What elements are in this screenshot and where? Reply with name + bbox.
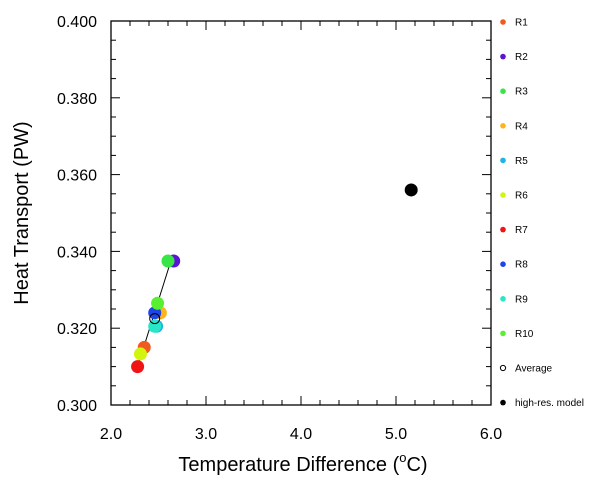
- legend-marker: [500, 226, 506, 233]
- legend-marker: [500, 399, 506, 406]
- y-tick-label: 0.360: [57, 168, 97, 185]
- data-point-r9: [148, 319, 162, 333]
- legend-label: high-res. model: [515, 398, 584, 409]
- x-tick-label: 5.0: [385, 426, 407, 443]
- legend-marker: [500, 157, 506, 164]
- legend-marker: [500, 53, 506, 60]
- legend-marker: [500, 88, 506, 94]
- y-tick-label: 0.300: [57, 398, 97, 415]
- x-axis-title: Temperature Difference (oC): [178, 450, 427, 476]
- data-point-r3: [161, 254, 175, 268]
- legend-marker: [499, 364, 507, 372]
- x-tick-label: 3.0: [195, 426, 217, 443]
- plot-frame: [110, 20, 492, 406]
- legend-label: R5: [515, 156, 528, 167]
- legend-label: R4: [515, 121, 528, 132]
- legend-label: R9: [515, 294, 528, 305]
- legend-marker: [500, 192, 506, 198]
- data-point-r10: [151, 296, 165, 310]
- data-point-r7: [131, 360, 145, 374]
- legend-marker: [500, 19, 506, 25]
- data-point-average: [149, 313, 161, 325]
- legend-marker: [500, 330, 506, 337]
- legend-label: R2: [515, 52, 528, 63]
- legend-label: Average: [515, 364, 553, 375]
- legend-label: R8: [515, 260, 528, 271]
- legend-marker: [500, 261, 506, 268]
- x-tick-label: 6.0: [480, 426, 502, 443]
- legend-marker: [500, 123, 506, 129]
- y-tick-label: 0.380: [57, 91, 97, 108]
- legend-marker: [500, 296, 506, 302]
- legend-label: R3: [515, 87, 528, 98]
- legend-label: R6: [515, 191, 528, 202]
- y-tick-label: 0.340: [57, 244, 97, 261]
- y-tick-label: 0.320: [57, 321, 97, 338]
- legend-label: R1: [515, 18, 528, 29]
- y-axis-title: Heat Transport (PW): [11, 121, 33, 304]
- x-tick-label: 4.0: [290, 426, 312, 443]
- legend-label: R7: [515, 225, 528, 236]
- y-tick-label: 0.400: [57, 14, 97, 31]
- legend-label: R10: [515, 329, 534, 340]
- data-point-high-res-model: [404, 183, 418, 197]
- x-tick-label: 2.0: [100, 426, 122, 443]
- data-point-r6: [133, 347, 147, 361]
